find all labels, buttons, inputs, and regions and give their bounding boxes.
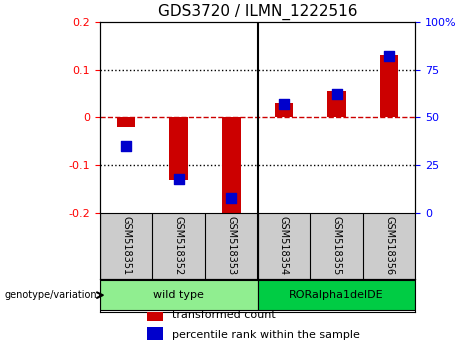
Bar	[380, 55, 398, 118]
Point	[333, 92, 340, 97]
Text: GSM518351: GSM518351	[121, 216, 131, 275]
Bar	[147, 308, 163, 321]
Bar	[117, 118, 135, 127]
Point	[175, 176, 183, 182]
Point	[280, 101, 288, 107]
Text: genotype/variation: genotype/variation	[5, 290, 97, 300]
Text: RORalpha1delDE: RORalpha1delDE	[289, 290, 384, 300]
Bar	[275, 103, 293, 118]
Text: GSM518356: GSM518356	[384, 216, 394, 275]
Bar	[170, 118, 188, 179]
Title: GDS3720 / ILMN_1222516: GDS3720 / ILMN_1222516	[158, 4, 357, 21]
Text: GSM518355: GSM518355	[331, 216, 342, 276]
Text: percentile rank within the sample: percentile rank within the sample	[172, 330, 360, 339]
FancyBboxPatch shape	[258, 280, 415, 310]
Point	[228, 195, 235, 201]
Point	[122, 143, 130, 149]
Text: GSM518353: GSM518353	[226, 216, 236, 275]
Text: wild type: wild type	[153, 290, 204, 300]
Text: GSM518352: GSM518352	[174, 216, 183, 276]
Text: GSM518354: GSM518354	[279, 216, 289, 275]
Bar	[147, 327, 163, 340]
Text: transformed count: transformed count	[172, 310, 276, 320]
Bar	[222, 118, 241, 213]
Point	[385, 53, 393, 59]
FancyBboxPatch shape	[100, 280, 258, 310]
Bar	[327, 91, 346, 118]
